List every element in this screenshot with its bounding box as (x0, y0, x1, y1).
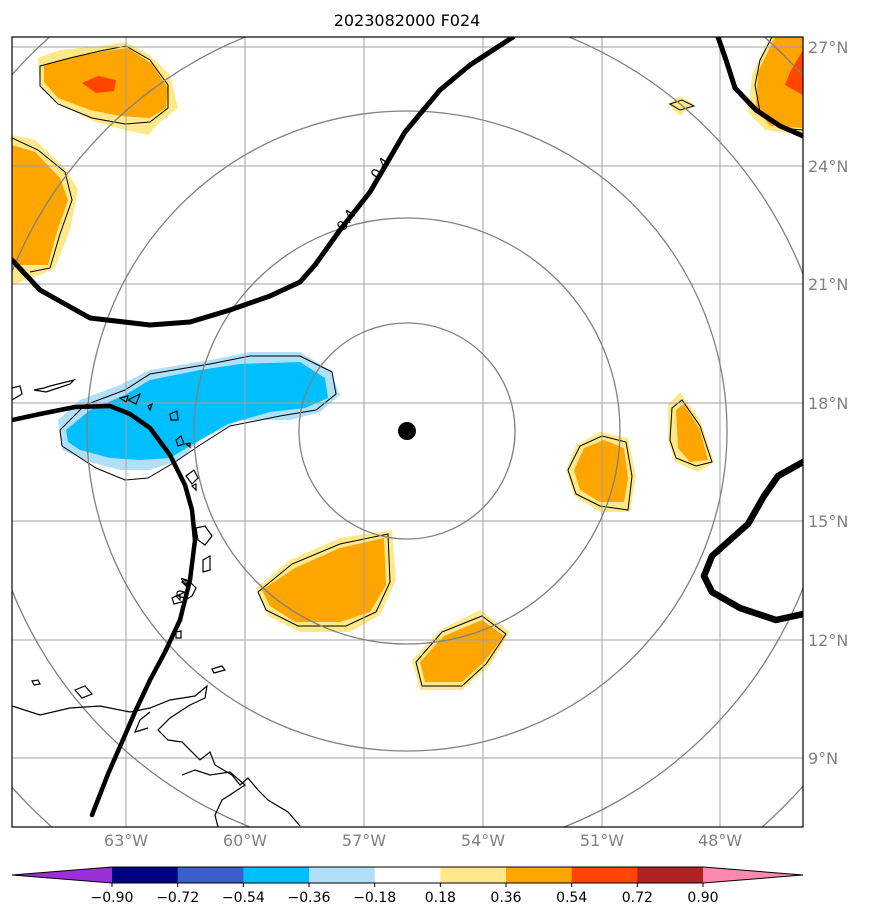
coast-shore-3 (181, 769, 246, 827)
island-small-1 (211, 665, 227, 674)
lat-tick-12n: 12°N (808, 631, 848, 650)
island-dominica (202, 554, 211, 573)
longitude-axis: 63°W 60°W 57°W 54°W 51°W 48°W (104, 831, 742, 850)
island-st-kitts (175, 435, 185, 447)
lat-tick-9n: 9°N (808, 749, 838, 768)
lon-tick-51w: 51°W (580, 831, 624, 850)
island-tobago (31, 679, 41, 686)
thin-contour-west (12, 137, 73, 273)
shaded-area-speck (668, 96, 694, 116)
thick-contours (12, 37, 803, 818)
coastlines (12, 378, 301, 827)
lat-tick-18n: 18°N (808, 394, 848, 413)
lon-tick-48w: 48°W (698, 831, 742, 850)
colorbar-tick-label: 0.90 (687, 890, 718, 906)
contour-label-3: 0.4 (174, 575, 196, 601)
colorbar-swatch (571, 867, 638, 883)
island-anguilla (169, 410, 179, 421)
colorbar-tick-label: 0.72 (622, 890, 653, 906)
lon-tick-60w: 60°W (223, 831, 267, 850)
island-virgin (126, 392, 142, 405)
island-dots (147, 402, 197, 602)
thick-contour-east (700, 458, 803, 624)
colorbar-tick-label: −0.36 (288, 890, 331, 906)
island-trinidad (73, 685, 94, 699)
colorbar-swatch (309, 867, 376, 883)
colorbar (11, 866, 804, 884)
colorbar-tick-label: 0.18 (425, 890, 456, 906)
lat-tick-27n: 27°N (808, 38, 848, 57)
colorbar-tick-label: 0.54 (556, 890, 587, 906)
positive-shading (12, 37, 803, 690)
negative-shading (58, 352, 340, 470)
colorbar-swatch (12, 867, 112, 883)
colorbar-tick-label: −0.72 (156, 890, 199, 906)
shaded-area-east-2-core (676, 404, 708, 462)
thin-contour-south-2 (415, 615, 507, 687)
latitude-axis: 27°N 24°N 21°N 18°N 15°N 12°N 9°N (808, 38, 848, 768)
colorbar-swatch (243, 867, 310, 883)
range-ring-2 (193, 217, 621, 645)
thick-contour-west (12, 403, 198, 818)
lat-tick-21n: 21°N (808, 275, 848, 294)
thin-contour-neg (59, 355, 337, 481)
colorbar-swatch (440, 867, 507, 883)
thin-contour-nw (39, 45, 169, 125)
lat-tick-15n: 15°N (808, 512, 848, 531)
lat-tick-24n: 24°N (808, 157, 848, 176)
shaded-area-ne-peak (785, 50, 803, 95)
range-ring-1 (298, 322, 516, 540)
colorbar-swatch (703, 867, 803, 883)
colorbar-tick-label: −0.90 (91, 890, 134, 906)
colorbar-swatch (177, 867, 244, 883)
shaded-area-west-core (12, 145, 68, 265)
colorbar-swatch (374, 867, 441, 883)
lon-tick-57w: 57°W (342, 831, 386, 850)
storm-center-marker (398, 422, 416, 440)
island-vieques (118, 395, 129, 403)
colorbar-swatch (637, 867, 704, 883)
lon-tick-54w: 54°W (461, 831, 505, 850)
island-martinique (195, 525, 213, 546)
colorbar-tick-label: 0.36 (490, 890, 521, 906)
shaded-area-east-1-core (574, 440, 628, 502)
thin-contour-east-2 (669, 399, 713, 467)
colorbar-tick-label: −0.18 (353, 890, 396, 906)
island-puerto-rico (12, 378, 76, 401)
graticule (12, 37, 803, 827)
coast-south-america (12, 684, 301, 827)
map-frame (11, 36, 804, 828)
thin-contour-speck (668, 99, 696, 111)
shaded-area-south-1-core (262, 538, 386, 622)
thick-contour-north (12, 37, 516, 328)
island-small-2 (175, 630, 182, 639)
shaded-area-ne-core (756, 37, 803, 128)
colorbar-swatch (112, 867, 179, 883)
colorbar-tick-label: −0.54 (222, 890, 265, 906)
thin-contour-east-1 (567, 435, 633, 511)
island-antigua (185, 469, 199, 485)
thick-contour-northeast (715, 37, 803, 139)
shaded-area-negative-core (66, 362, 328, 460)
lon-tick-63w: 63°W (104, 831, 148, 850)
range-ring-3 (86, 110, 728, 752)
thin-contour-south-1 (257, 533, 391, 627)
coast-shore-2 (133, 711, 151, 733)
colorbar-tick-labels: −0.90 −0.72 −0.54 −0.36 −0.18 0.18 0.36 0.54 0.7… (91, 883, 719, 906)
map-title: 2023082000 F024 (334, 11, 481, 30)
thin-contours (12, 37, 803, 687)
shaded-area-nw-peak (82, 76, 116, 93)
colorbar-swatch (506, 867, 573, 883)
